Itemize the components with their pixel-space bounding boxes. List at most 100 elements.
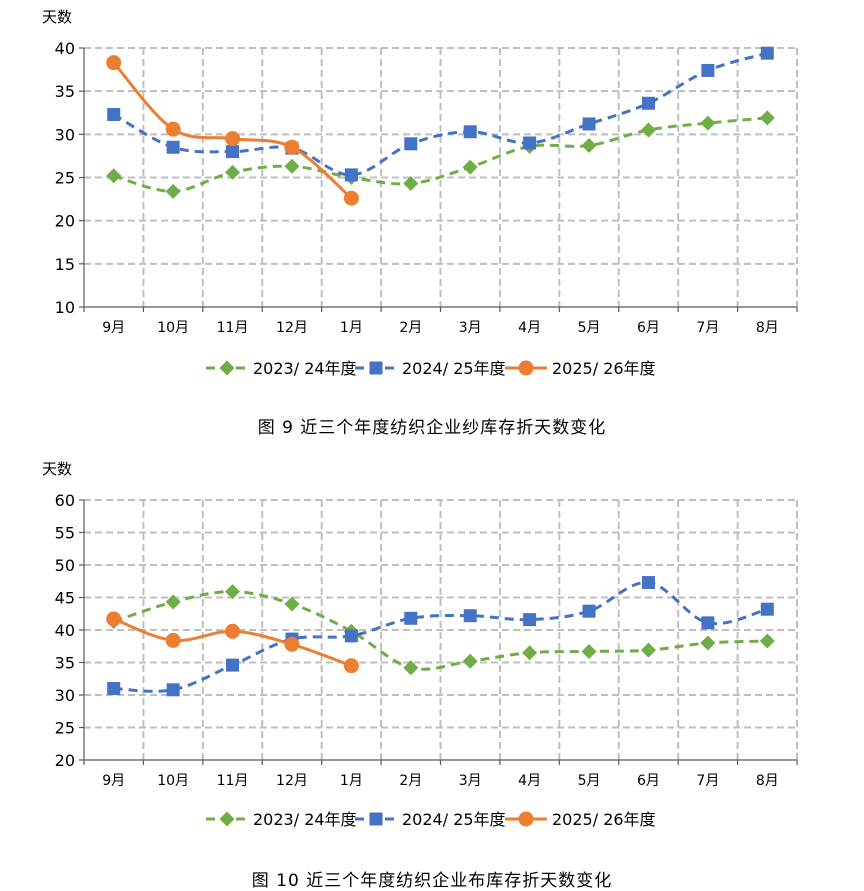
data-point: [225, 164, 241, 180]
series-3: [106, 611, 359, 674]
data-point: [701, 63, 715, 77]
legend-label: 2025/ 26年度: [552, 810, 656, 829]
x-tick-label: 4月: [518, 773, 541, 789]
legend-item: 2025/ 26年度: [505, 810, 656, 829]
data-point: [284, 158, 300, 174]
data-point: [284, 636, 300, 652]
x-tick-label: 7月: [696, 320, 719, 336]
y-tick-label: 30: [55, 686, 75, 705]
legend-label: 2024/ 25年度: [402, 359, 506, 378]
data-point: [225, 131, 241, 147]
x-tick-label: 8月: [756, 320, 779, 336]
data-point: [166, 140, 180, 154]
data-point: [760, 602, 774, 616]
chart-fabric-inventory: 天数 20 25 30 35 40 45 50 55 60 9月 10月 11月 12月 1月 2月 3月 4月…: [0, 452, 864, 891]
chart-title: 图 10 近三个年度纺织企业布库存折天数变化: [251, 871, 613, 891]
data-point: [343, 658, 359, 674]
data-point: [403, 660, 419, 676]
data-point: [463, 125, 477, 139]
data-point: [165, 632, 181, 648]
series-line: [113, 581, 768, 693]
x-tick-label: 3月: [459, 773, 482, 789]
data-point: [582, 604, 596, 618]
x-tick-label: 7月: [696, 773, 719, 789]
data-point: [640, 642, 656, 658]
x-tick-label: 8月: [756, 773, 779, 789]
y-tick-label: 40: [55, 39, 75, 58]
data-point: [284, 139, 300, 155]
legend-swatch-marker: [369, 812, 383, 826]
x-tick-label: 9月: [102, 320, 125, 336]
data-point: [700, 115, 716, 131]
data-point: [106, 168, 122, 184]
x-tick-label: 12月: [276, 320, 308, 336]
y-tick-label: 50: [55, 556, 75, 575]
data-point: [522, 645, 538, 661]
data-point: [107, 682, 121, 695]
data-point: [165, 183, 181, 199]
y-axis-unit-label: 天数: [42, 8, 73, 26]
data-point: [344, 629, 358, 643]
x-tick-label: 10月: [157, 773, 189, 789]
legend-swatch-marker: [518, 811, 534, 827]
data-point: [759, 110, 775, 126]
legend-item: 2023/ 24年度: [206, 810, 357, 829]
data-point: [403, 176, 419, 192]
legend: 2023/ 24年度 2024/ 25年度 2025/ 26年度: [206, 359, 656, 378]
x-tick-label: 5月: [578, 320, 601, 336]
data-point: [463, 609, 477, 623]
data-point: [404, 611, 418, 625]
y-tick-label: 10: [55, 298, 75, 317]
legend-item: 2023/ 24年度: [206, 359, 357, 378]
chart-yarn-svg: 10 15 20 25 30 35 40 9月 10月 11月 12月 1月 2月 3月 4月 5月 6月 7月 8…: [55, 39, 798, 378]
y-tick-label: 25: [55, 719, 75, 738]
y-tick-label: 60: [55, 491, 75, 510]
legend-swatch-marker: [369, 361, 383, 375]
x-tick-label: 11月: [217, 320, 249, 336]
legend-swatch-marker: [219, 811, 235, 827]
x-tick-label: 10月: [157, 320, 189, 336]
x-tick-label: 12月: [276, 773, 308, 789]
data-point: [106, 611, 122, 627]
data-point: [523, 136, 537, 150]
x-tick-label: 11月: [217, 773, 249, 789]
data-point: [701, 616, 715, 630]
data-point: [581, 138, 597, 154]
y-tick-label: 40: [55, 621, 75, 640]
data-point: [225, 584, 241, 600]
y-tick-label: 55: [55, 524, 75, 543]
legend-swatch-marker: [219, 360, 235, 376]
data-point: [165, 594, 181, 610]
legend: 2023/ 24年度 2024/ 25年度 2025/ 26年度: [206, 810, 656, 829]
legend-swatch-marker: [518, 360, 534, 376]
y-axis-unit-label: 天数: [42, 460, 73, 478]
x-tick-label: 1月: [340, 773, 363, 789]
data-point: [344, 168, 358, 182]
data-point: [106, 55, 122, 71]
y-tick-label: 20: [55, 751, 75, 770]
data-point: [700, 635, 716, 651]
y-tick-label: 30: [55, 125, 75, 144]
y-tick-label: 25: [55, 169, 75, 188]
series-line: [113, 116, 768, 193]
data-point: [462, 653, 478, 669]
data-point: [284, 596, 300, 612]
y-tick-label: 35: [55, 82, 75, 101]
legend-label: 2025/ 26年度: [552, 359, 656, 378]
data-point: [165, 121, 181, 137]
legend-item: 2025/ 26年度: [505, 359, 656, 378]
data-point: [523, 613, 537, 627]
data-point: [226, 658, 240, 672]
x-tick-label: 6月: [637, 320, 660, 336]
data-point: [343, 190, 359, 206]
y-tick-label: 45: [55, 589, 75, 608]
chart-fabric-svg: 20 25 30 35 40 45 50 55 60 9月 10月 11月 12月 1月 2月 3月 4月 5月 6…: [55, 491, 798, 829]
x-tick-label: 4月: [518, 320, 541, 336]
x-tick-label: 5月: [578, 773, 601, 789]
y-tick-label: 35: [55, 654, 75, 673]
x-tick-label: 3月: [459, 320, 482, 336]
x-tick-label: 2月: [399, 773, 422, 789]
data-point: [759, 633, 775, 649]
data-point: [462, 159, 478, 175]
data-point: [760, 46, 774, 60]
